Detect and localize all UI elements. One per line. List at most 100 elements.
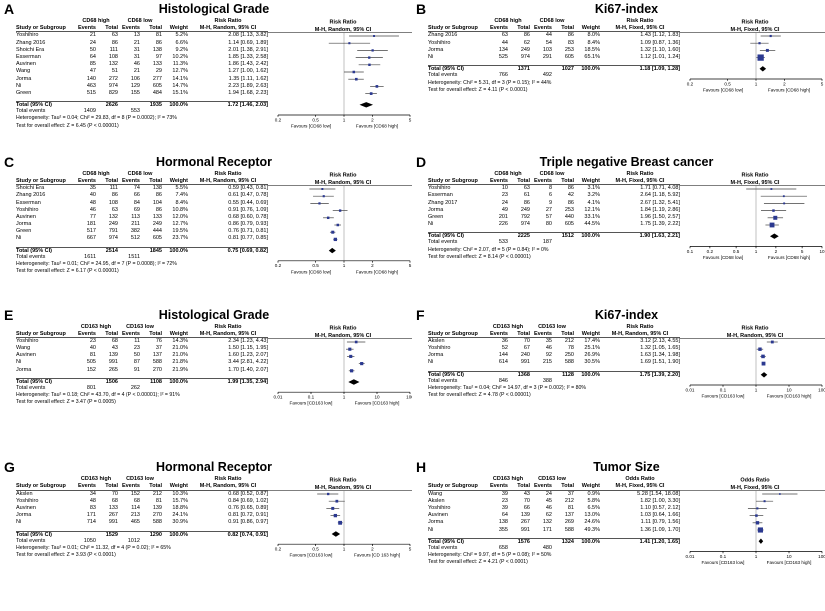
total-n-low: 1845 — [149, 247, 162, 254]
study-row: Auvinen 64 139 62 137 13.0% 1.03 [0.64, 1.66] — [428, 512, 680, 519]
total-low: 76 — [155, 337, 162, 344]
panel-body: CD163 high CD163 low Risk Ratio Study or Su… — [16, 324, 412, 407]
total-events-label: Total events — [428, 72, 458, 79]
total-high: 70 — [111, 490, 118, 497]
events-low: 129 — [130, 82, 140, 89]
col-header: Weight — [169, 25, 188, 32]
total-events-high: 1409 — [83, 108, 96, 115]
col-header: Events — [121, 177, 140, 184]
events-high: 47 — [89, 68, 96, 75]
ci-text: 0.61 [0.47, 0.78] — [228, 192, 268, 199]
total-low: 86 — [567, 32, 574, 39]
axis-tick-label: 100 — [818, 554, 825, 559]
group-low-label: CD163 low — [126, 476, 154, 483]
study-name: Shoichi Era — [16, 185, 45, 192]
group-low-label: CD68 low — [127, 170, 153, 177]
weight-value: 14.3% — [172, 337, 188, 344]
weight-value: 5.8% — [587, 497, 600, 504]
study-row: Jorma 144 240 92 250 26.9% 1.63 [1.34, 1.98] — [428, 352, 680, 359]
total-low: 133 — [152, 213, 162, 220]
total-ci: 0.82 [0.74, 0.91] — [227, 531, 268, 538]
overall-effect-text: Test for overall effect: Z = 4.11 (P < 0… — [428, 86, 528, 93]
events-low: 21 — [133, 68, 140, 75]
total-n-high: 1506 — [105, 378, 118, 385]
col-header: Events — [533, 330, 552, 337]
study-name: Auvinen — [16, 213, 36, 220]
heterogeneity-text: Heterogeneity: Tau² = 0.01; Chi² = 11.32… — [16, 544, 171, 551]
study-name: Akslen — [428, 497, 445, 504]
table-col-header: Study or Subgroup Events Total Events Total W… — [16, 483, 268, 491]
axis-tick-label: 0.01 — [686, 387, 695, 392]
events-high: 39 — [501, 505, 508, 511]
events-low: 24 — [545, 490, 552, 497]
summary-diamond — [770, 233, 779, 239]
panel-body: CD163 high CD163 low Risk Ratio Study or Su… — [428, 324, 825, 400]
ci-text: 1.85 [1.33, 2.58] — [228, 53, 268, 60]
events-low: 211 — [131, 221, 140, 228]
events-high: 24 — [89, 39, 96, 46]
total-low: 97 — [155, 53, 162, 60]
study-name: Akslen — [428, 337, 445, 344]
effect-square — [782, 195, 785, 197]
col-header: M-H, Fixed, 95% CI — [615, 483, 665, 490]
total-low: 86 — [567, 199, 574, 206]
events-low: 171 — [542, 526, 552, 533]
total-events-row: Total events 1611 1511 — [16, 254, 268, 261]
ci-text: 1.03 [0.64, 1.66] — [640, 512, 680, 519]
total-low: 37 — [155, 345, 162, 352]
total-low: 605 — [152, 82, 162, 89]
study-name: Wang — [16, 68, 31, 75]
effect-square — [322, 194, 325, 198]
panel-title: Triple negative Breast cancer — [539, 154, 714, 169]
table-group-header: CD68 high CD68 low Risk Ratio — [428, 171, 680, 178]
weight-value: 7.4% — [175, 192, 188, 199]
effect-square — [763, 500, 766, 503]
events-low: 91 — [133, 366, 140, 373]
summary-diamond — [759, 66, 767, 72]
panel-letter: D — [416, 153, 427, 170]
col-header: Weight — [581, 25, 600, 32]
study-name: Yoshihiro — [428, 39, 451, 46]
col-header: Study or Subgroup — [16, 25, 66, 32]
total-low: 605 — [564, 53, 574, 60]
panel-title: Hormonal Receptor — [156, 460, 272, 475]
plot-effect-header: Risk Ratio — [742, 325, 770, 331]
study-name: Ni — [16, 82, 22, 89]
events-low: 215 — [542, 359, 552, 366]
weight-value: 65.1% — [584, 53, 600, 60]
study-row: Esserman 64 108 31 97 10.2% 1.85 [1.33, 2.58] — [16, 54, 268, 61]
heterogeneity-text: Heterogeneity: Tau² = 0.18; Chi² = 43.70… — [16, 392, 180, 399]
study-name: Ni — [16, 359, 22, 366]
events-low: 8 — [548, 185, 552, 192]
total-low: 133 — [152, 61, 162, 68]
group-high-label: CD163 high — [80, 323, 112, 330]
effect-square — [755, 514, 758, 518]
total-high: 991 — [520, 359, 530, 366]
axis-tick-label: 0.5 — [312, 117, 319, 122]
events-high: 505 — [86, 359, 96, 366]
weight-value: 6.6% — [175, 39, 188, 46]
weight-value: 12.7% — [172, 221, 188, 228]
effect-label: Risk Ratio — [214, 476, 242, 483]
forest-plot-C: Risk Ratio M-H, Random, 95% CI 0.2 0.5 1 2 5 Fa… — [268, 172, 412, 274]
events-low: 46 — [133, 61, 140, 68]
effect-square — [765, 48, 769, 52]
study-name: Ni — [428, 221, 434, 228]
effect-square — [772, 209, 775, 212]
axis-tick-label: 1 — [755, 81, 758, 86]
total-events-high: 766 — [498, 72, 508, 79]
favours-right-label: Favours [CD163 high] — [355, 400, 400, 405]
heterogeneity-text: Heterogeneity: Chi² = 9.97, df = 5 (P = … — [428, 552, 552, 559]
col-header: Study or Subgroup — [16, 330, 66, 337]
total-low: 137 — [564, 512, 574, 519]
study-name: Yoshihiro — [428, 345, 451, 352]
total-low: 78 — [567, 345, 574, 352]
total-label: Total (95% CI) — [428, 233, 464, 240]
events-high: 44 — [501, 39, 508, 46]
effect-square — [360, 361, 364, 365]
total-low: 270 — [152, 366, 162, 373]
events-low: 46 — [545, 505, 552, 511]
total-high: 86 — [111, 39, 118, 46]
overall-effect-text: Test for overall effect: Z = 4.78 (P < 0… — [428, 392, 531, 399]
